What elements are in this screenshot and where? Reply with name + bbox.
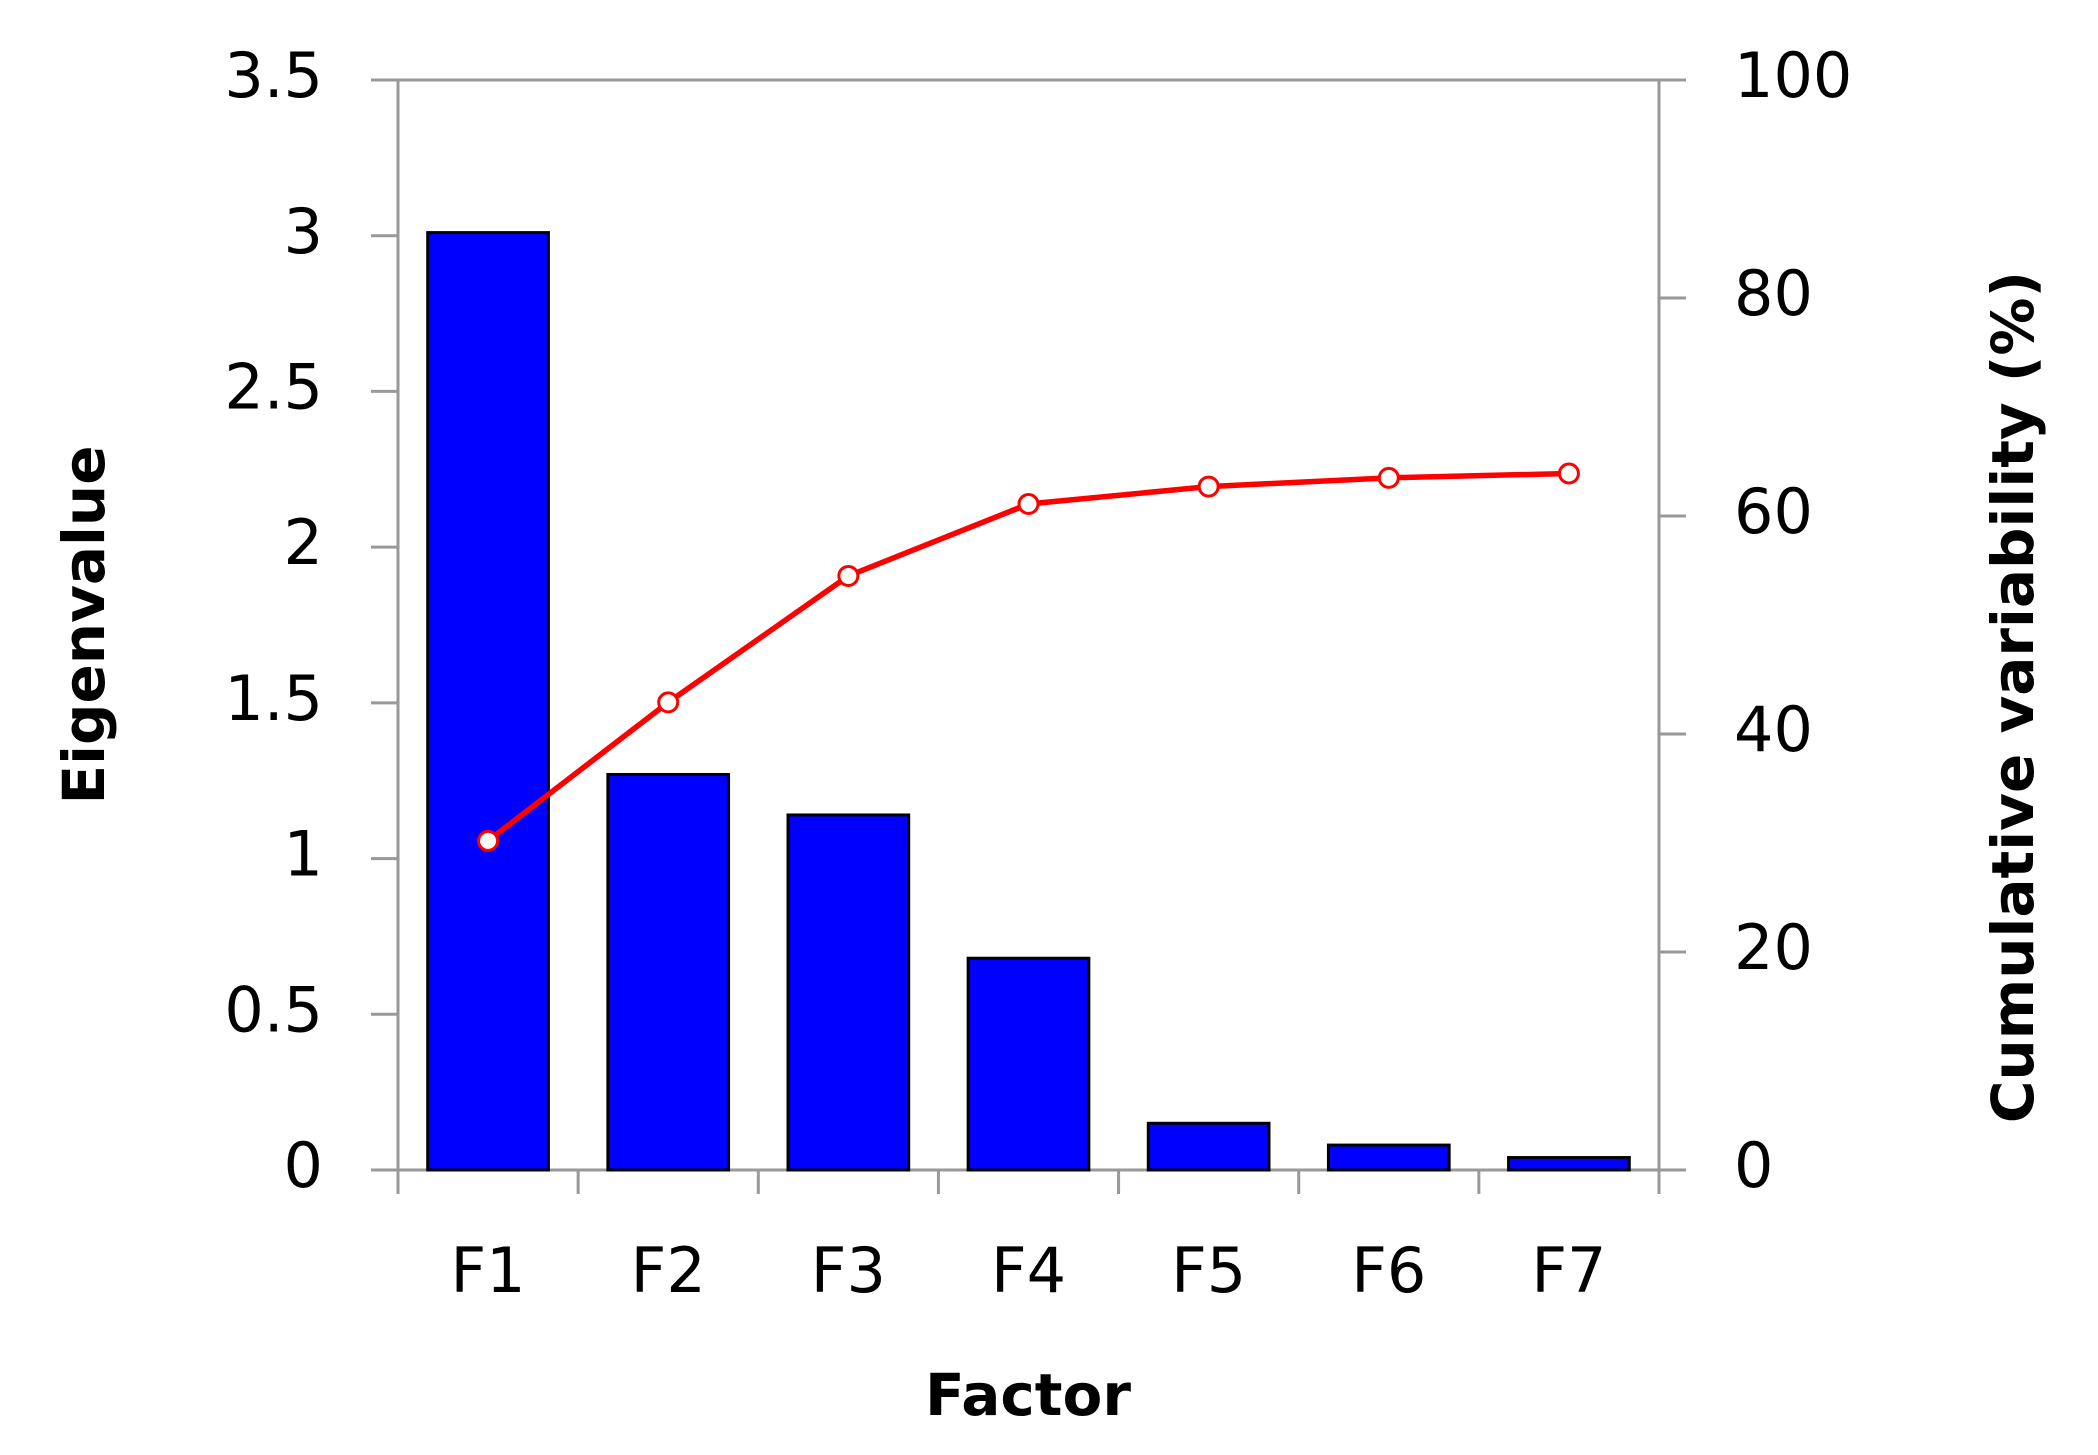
line-marker (657, 691, 680, 714)
x-axis-title: Factor (925, 1361, 1131, 1429)
y-tick-label: 3 (284, 195, 323, 268)
y-axis-title: Eigenvalue (50, 445, 118, 804)
y-tick-label: 3.5 (224, 39, 323, 112)
line-marker (1377, 466, 1400, 489)
y-tick-label: 1.5 (224, 662, 323, 735)
bar (1507, 1156, 1631, 1172)
y-tick-label: 2.5 (224, 351, 323, 424)
y-tick-label: 1 (284, 818, 323, 891)
bar (426, 231, 550, 1172)
line-marker (837, 564, 860, 587)
y-tick-label: 0 (284, 1129, 323, 1202)
line-marker (1557, 462, 1580, 485)
line-marker (477, 829, 500, 852)
bar (1326, 1143, 1451, 1172)
bar (606, 772, 731, 1172)
bar (966, 956, 1091, 1172)
y-tick-label: 2 (284, 506, 323, 579)
x-tick-label: F2 (631, 1234, 706, 1307)
x-tick-label: F7 (1531, 1234, 1606, 1307)
y2-tick-label: 0 (1734, 1129, 1773, 1202)
x-tick-label: F4 (991, 1234, 1066, 1307)
x-tick-label: F3 (811, 1234, 886, 1307)
y2-tick-label: 60 (1734, 475, 1813, 548)
bar (1146, 1121, 1271, 1172)
x-tick-label: F1 (451, 1234, 526, 1307)
y-tick-label: 0.5 (224, 973, 323, 1046)
line-marker (1197, 475, 1220, 498)
y2-tick-label: 40 (1734, 693, 1813, 766)
bar (786, 813, 911, 1172)
y2-tick-label: 100 (1734, 39, 1852, 112)
y2-axis-title: Cumulative variability (%) (1979, 271, 2047, 1123)
x-tick-label: F5 (1171, 1234, 1246, 1307)
y2-tick-label: 80 (1734, 257, 1813, 330)
y2-tick-label: 20 (1734, 911, 1813, 984)
line-marker (1017, 493, 1040, 516)
x-tick-label: F6 (1351, 1234, 1426, 1307)
